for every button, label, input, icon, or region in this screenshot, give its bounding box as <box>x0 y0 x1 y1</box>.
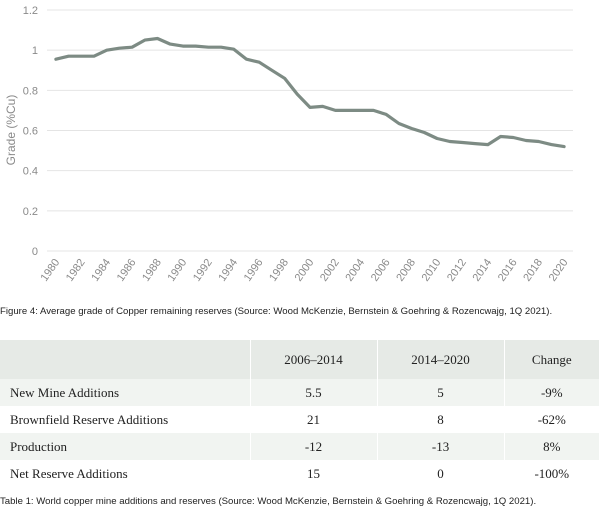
figure-caption: Figure 4: Average grade of Copper remain… <box>0 306 553 317</box>
cell-change: -100% <box>504 460 600 487</box>
cell-2014-2020: 5 <box>377 379 505 406</box>
y-tick-label: 1.2 <box>23 5 38 17</box>
y-tick-label: 1 <box>32 45 38 57</box>
x-tick-label: 1980 <box>38 257 62 284</box>
series-line-grade <box>54 36 566 149</box>
x-tick-label: 2018 <box>521 257 545 284</box>
cell-change: -9% <box>504 379 600 406</box>
grade-line-chart: 00.20.40.60.811.2 1980 1982 1984 1986 1988 19… <box>4 5 573 284</box>
row-label: Net Reserve Additions <box>0 460 251 487</box>
x-tick-label: 2006 <box>369 257 393 284</box>
x-tick-label: 1996 <box>242 257 266 284</box>
table-row: Production -12 -13 8% <box>0 433 600 460</box>
header-2014-2020: 2014–2020 <box>377 340 505 379</box>
x-tick-label: 2004 <box>343 257 367 284</box>
row-label: New Mine Additions <box>0 379 251 406</box>
cell-2014-2020: 0 <box>377 460 505 487</box>
x-tick-label: 1992 <box>191 257 215 284</box>
cell-2006-2014: -12 <box>250 433 378 460</box>
cell-2006-2014: 21 <box>250 406 378 433</box>
table-row: New Mine Additions 5.5 5 -9% <box>0 379 600 406</box>
row-label: Production <box>0 433 251 460</box>
cell-2014-2020: -13 <box>377 433 505 460</box>
copper-additions-table: 2006–2014 2014–2020 Change New Mine Addi… <box>0 340 600 487</box>
x-tick-label: 1994 <box>216 257 240 284</box>
y-tick-label: 0 <box>32 246 38 258</box>
table-row: Brownfield Reserve Additions 21 8 -62% <box>0 406 600 433</box>
cell-2014-2020: 8 <box>377 406 505 433</box>
x-tick-label: 1984 <box>89 257 113 284</box>
x-tick-label: 2008 <box>394 257 418 284</box>
table-caption: Table 1: World copper mine additions and… <box>0 496 537 507</box>
grid-lines <box>47 9 573 252</box>
x-tick-label: 2010 <box>420 257 444 284</box>
x-tick-label: 1998 <box>267 257 291 284</box>
x-tick-label: 2014 <box>470 257 494 284</box>
x-tick-label: 1982 <box>64 257 88 284</box>
x-tick-label: 2016 <box>496 257 520 284</box>
x-tick-label: 2012 <box>445 257 469 284</box>
y-tick-labels: 0 0.2 0.4 0.6 0.8 1 1.2 <box>23 5 38 258</box>
table-header-row: 2006–2014 2014–2020 Change <box>0 340 600 379</box>
y-axis-label: Grade (%Cu) <box>4 95 18 166</box>
x-tick-label: 1988 <box>140 257 164 284</box>
x-tick-label: 2000 <box>293 257 317 284</box>
cell-2006-2014: 5.5 <box>250 379 378 406</box>
x-tick-label: 1986 <box>115 257 139 284</box>
y-tick-label: 0.6 <box>23 126 38 138</box>
header-change: Change <box>504 340 600 379</box>
table-row: Net Reserve Additions 15 0 -100% <box>0 460 600 487</box>
y-tick-label: 0.2 <box>23 206 38 218</box>
y-tick-label: 0.8 <box>23 85 38 97</box>
x-tick-label: 1990 <box>166 257 190 284</box>
cell-2006-2014: 15 <box>250 460 378 487</box>
cell-change: -62% <box>504 406 600 433</box>
header-2006-2014: 2006–2014 <box>250 340 378 379</box>
header-blank <box>0 340 251 379</box>
row-label: Brownfield Reserve Additions <box>0 406 251 433</box>
y-tick-label: 0.4 <box>23 166 38 178</box>
x-tick-labels: 1980 1982 1984 1986 1988 1990 1992 1994 1996 1998… <box>38 257 570 284</box>
x-tick-label: 2020 <box>547 257 571 284</box>
cell-change: 8% <box>504 433 600 460</box>
x-tick-label: 2002 <box>318 257 342 284</box>
